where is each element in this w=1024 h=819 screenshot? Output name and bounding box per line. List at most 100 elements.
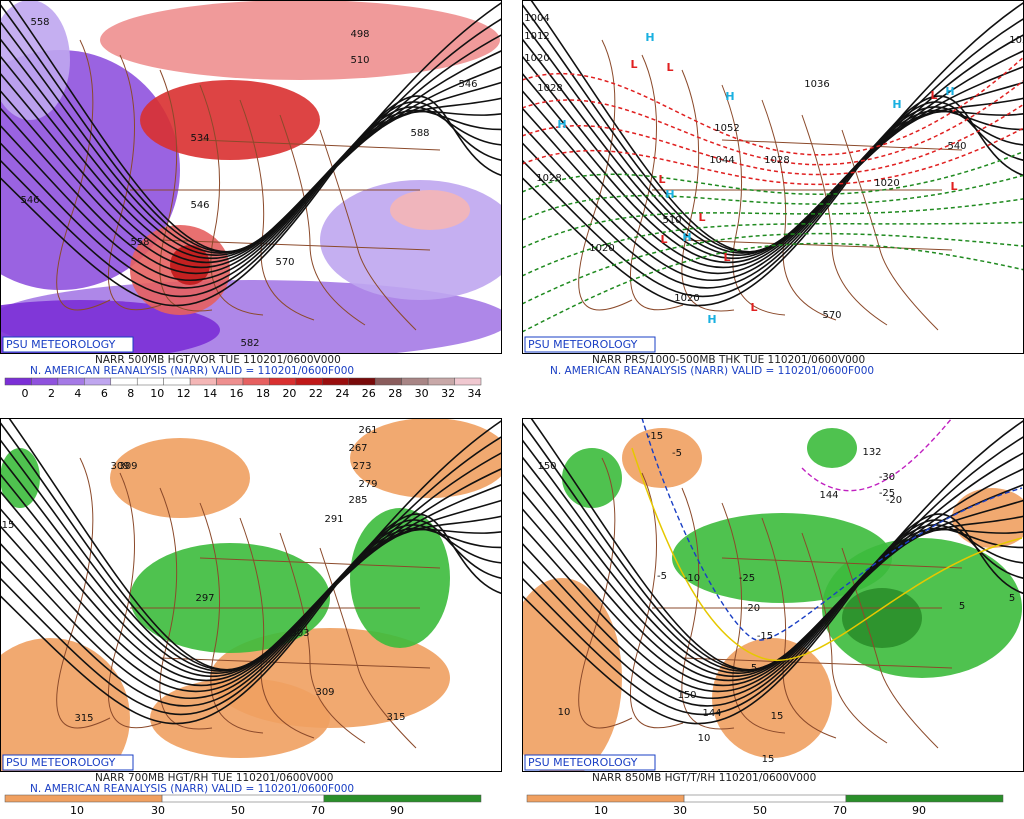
contour-label: 132 bbox=[862, 447, 881, 458]
colorbar-label: 22 bbox=[309, 387, 323, 400]
shaded-area bbox=[350, 418, 502, 498]
contour-label: 546 bbox=[458, 79, 477, 90]
contour-label: 5 bbox=[751, 663, 757, 674]
map: 1004 1012 1020 1028 1036 1052 1044 1028 1028 1020… bbox=[522, 0, 1024, 354]
contour-label: -15 bbox=[647, 431, 663, 442]
thickness-line bbox=[522, 79, 1024, 166]
colorbar-label: 30 bbox=[673, 804, 687, 817]
contour-label: 534 bbox=[190, 133, 209, 144]
boundary bbox=[721, 84, 786, 316]
shaded-area bbox=[0, 638, 130, 772]
contour-label: 150 bbox=[677, 690, 696, 701]
shaded-area bbox=[100, 0, 500, 80]
pressure-center: H bbox=[645, 31, 654, 44]
panel: -15-5-5 -10 -25-20-15-30-25-20132144150515… bbox=[522, 418, 1024, 817]
colorbar-swatch bbox=[401, 377, 429, 386]
contour-label: 1004 bbox=[524, 13, 549, 24]
colorbar-label: 14 bbox=[203, 387, 217, 400]
contour-label: -20 bbox=[744, 603, 760, 614]
colorbar-swatch bbox=[683, 794, 847, 803]
contour-label: 1012 bbox=[524, 31, 549, 42]
contour bbox=[0, 95, 502, 307]
boundary bbox=[199, 84, 264, 316]
contour-label: 10 bbox=[698, 733, 711, 744]
contour-label: 10 bbox=[558, 707, 571, 718]
badge-box bbox=[524, 754, 656, 771]
contour bbox=[0, 106, 502, 289]
contour-label: 558 bbox=[130, 237, 149, 248]
thickness-line bbox=[522, 174, 1024, 221]
pressure-center: L bbox=[950, 180, 957, 193]
contour-label: 570 bbox=[822, 310, 841, 321]
pressure-center: H bbox=[665, 188, 674, 201]
contour bbox=[522, 507, 1024, 687]
pressure-center: L bbox=[930, 89, 937, 102]
caption: NARR PRS/1000-500MB THK TUE 110201/0600V… bbox=[592, 354, 865, 366]
panel: 558 498 510 546 534 546 558 570 582 588 546 PSU MET… bbox=[0, 0, 502, 400]
contour-label: 1020 bbox=[524, 53, 549, 64]
contour bbox=[0, 54, 502, 260]
contour-label: 570 bbox=[275, 257, 294, 268]
contour bbox=[0, 109, 502, 282]
map-bg bbox=[522, 0, 1024, 354]
contour-label: 5 bbox=[959, 601, 965, 612]
contour-label: 144 bbox=[702, 708, 721, 719]
boundary bbox=[841, 547, 939, 749]
caption: N. AMERICAN REANALYSIS (NARR) VALID = 11… bbox=[30, 365, 354, 377]
pressure-center: H bbox=[557, 118, 566, 131]
shaded-area bbox=[130, 543, 330, 653]
contour bbox=[0, 524, 502, 693]
badge: PSU METEOROLOGY bbox=[6, 756, 116, 769]
colorbar-swatch bbox=[526, 794, 685, 803]
boundary bbox=[721, 502, 786, 734]
pressure-center: L bbox=[750, 301, 757, 314]
boundary bbox=[56, 457, 111, 729]
colorbar-label: 34 bbox=[468, 387, 482, 400]
pressure-center: H bbox=[892, 98, 901, 111]
contour-label: 510 bbox=[350, 55, 369, 66]
contour bbox=[522, 472, 1024, 678]
colorbar-swatch bbox=[295, 377, 323, 386]
colorbar-label: 10 bbox=[70, 804, 84, 817]
contour-label: 540 bbox=[947, 141, 966, 152]
contour-label: 1052 bbox=[714, 123, 739, 134]
colorbar-swatch bbox=[348, 377, 376, 386]
contour-label: 546 bbox=[190, 200, 209, 211]
pressure-center: H bbox=[725, 90, 734, 103]
shaded-area bbox=[562, 448, 622, 508]
boundary bbox=[319, 129, 417, 331]
pressure-center: L bbox=[723, 251, 730, 264]
contour-label: 291 bbox=[324, 514, 343, 525]
thickness-line bbox=[522, 232, 1024, 305]
contour bbox=[522, 54, 1024, 260]
badge-box bbox=[2, 754, 134, 771]
colorbar-label: 12 bbox=[177, 387, 191, 400]
colorbar-label: 70 bbox=[311, 804, 325, 817]
contour-label: 1020 bbox=[589, 243, 614, 254]
contour-label: 309 bbox=[118, 461, 137, 472]
contour bbox=[522, 109, 1024, 282]
contour-label: 1028 bbox=[764, 155, 789, 166]
shaded-area bbox=[522, 578, 622, 772]
boundary bbox=[130, 139, 441, 251]
badge: PSU METEOROLOGY bbox=[6, 338, 116, 351]
contour-label: 1036 bbox=[804, 79, 829, 90]
colorbar-swatch bbox=[216, 377, 244, 386]
colorbar-swatch bbox=[454, 377, 482, 386]
contour bbox=[522, 513, 1024, 725]
contour bbox=[0, 519, 502, 716]
contour-label: -25 bbox=[879, 488, 895, 499]
contour-label: 1020 bbox=[874, 178, 899, 189]
boundary bbox=[107, 54, 162, 311]
colorbar-swatch bbox=[189, 377, 217, 386]
boundary bbox=[841, 129, 939, 331]
colorbar-label: 0 bbox=[22, 387, 29, 400]
colorbar-swatch bbox=[84, 377, 112, 386]
shaded-area bbox=[140, 80, 320, 160]
contour bbox=[522, 524, 1024, 693]
shaded-area bbox=[110, 438, 250, 518]
contour-label: 498 bbox=[350, 29, 369, 40]
pressure-center: H bbox=[682, 231, 691, 244]
pressure-center: L bbox=[630, 58, 637, 71]
colorbar-label: 18 bbox=[256, 387, 270, 400]
